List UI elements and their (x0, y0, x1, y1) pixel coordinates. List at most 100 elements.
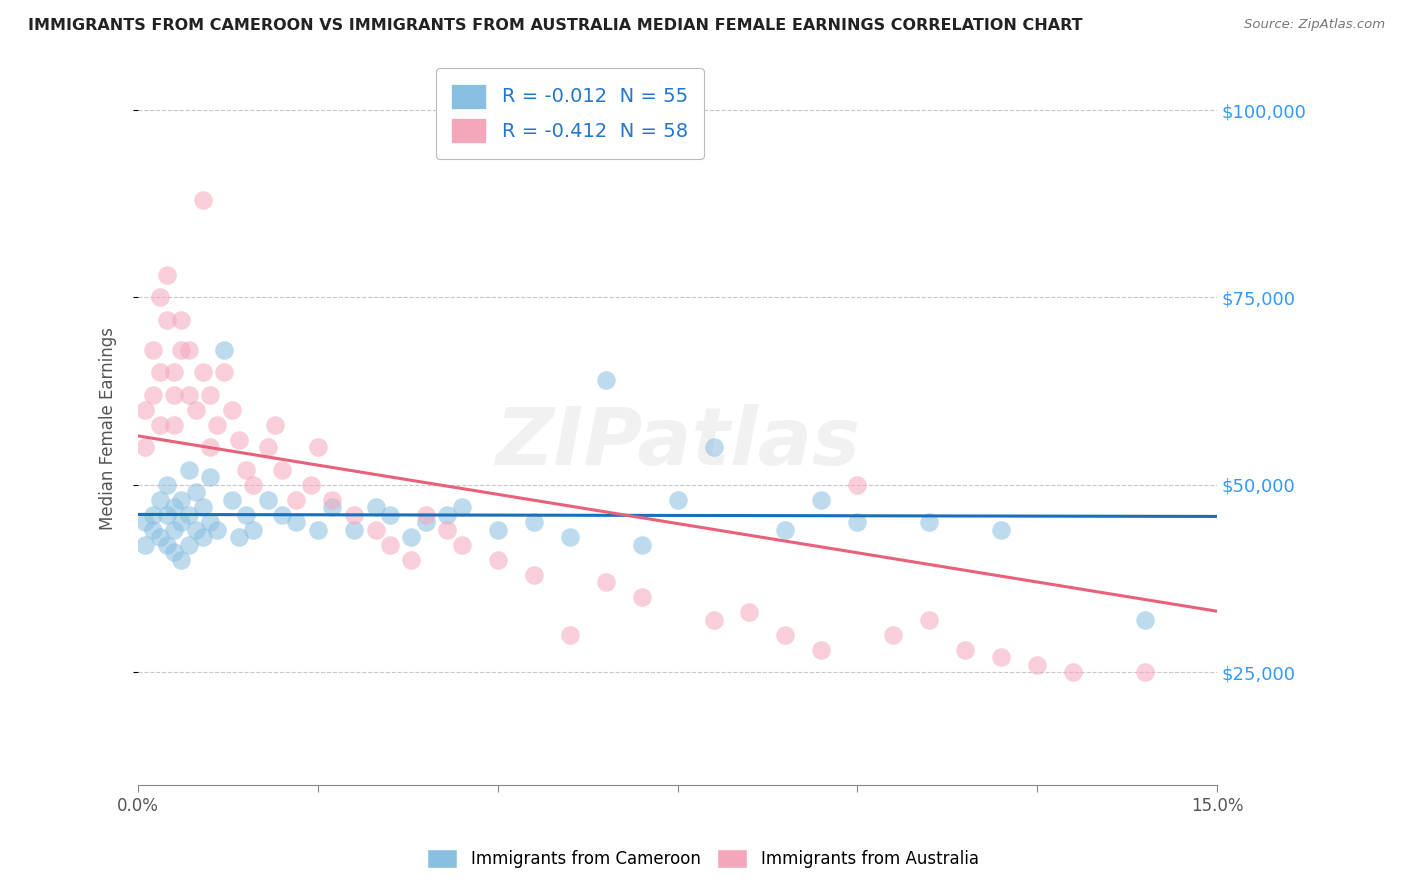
Point (142, 343, 165, 357)
Point (1026, 657, 1049, 672)
Point (1062, 665, 1084, 680)
Point (184, 403, 207, 417)
Point (235, 508, 257, 522)
Point (595, 575, 617, 590)
Point (321, 492, 343, 507)
Point (228, 433, 250, 447)
Point (170, 343, 193, 357)
Point (149, 530, 172, 544)
Point (163, 366, 186, 380)
Point (149, 492, 172, 507)
Point (990, 523, 1012, 537)
Point (221, 403, 243, 417)
Text: ZIPatlas: ZIPatlas (495, 404, 860, 482)
Point (177, 538, 200, 552)
Point (486, 553, 509, 567)
Point (450, 500, 472, 515)
Point (177, 508, 200, 522)
Point (595, 373, 617, 387)
Point (163, 500, 186, 515)
Point (364, 500, 387, 515)
Point (450, 538, 472, 552)
Point (156, 268, 179, 282)
Point (702, 441, 724, 455)
Point (142, 388, 165, 402)
Point (1133, 613, 1156, 627)
Point (307, 523, 329, 537)
Point (343, 508, 366, 522)
Point (198, 441, 221, 455)
Point (214, 343, 236, 357)
Point (156, 508, 179, 522)
Point (142, 523, 165, 537)
Point (1133, 665, 1156, 680)
Point (558, 628, 581, 642)
Point (235, 463, 257, 477)
Point (436, 508, 458, 522)
Point (134, 516, 156, 530)
Point (990, 650, 1012, 665)
Point (142, 508, 165, 522)
Point (523, 567, 546, 582)
Point (177, 388, 200, 402)
Point (198, 516, 221, 530)
Point (810, 642, 832, 657)
Point (285, 492, 308, 507)
Point (177, 343, 200, 357)
Point (378, 508, 401, 522)
Point (846, 516, 869, 530)
Point (207, 417, 229, 432)
Point (242, 523, 264, 537)
Point (177, 463, 200, 477)
Point (149, 290, 172, 304)
Point (198, 470, 221, 484)
Point (163, 388, 186, 402)
Point (191, 500, 214, 515)
Point (149, 366, 172, 380)
Point (523, 516, 546, 530)
Point (775, 628, 797, 642)
Point (163, 523, 186, 537)
Point (343, 523, 366, 537)
Point (271, 463, 294, 477)
Point (134, 538, 156, 552)
Point (191, 193, 214, 207)
Point (156, 478, 179, 492)
Point (134, 403, 156, 417)
Point (630, 591, 652, 605)
Point (207, 523, 229, 537)
Point (228, 530, 250, 544)
Point (558, 530, 581, 544)
Point (364, 523, 387, 537)
Point (918, 516, 941, 530)
Point (170, 553, 193, 567)
Y-axis label: Median Female Earnings: Median Female Earnings (100, 327, 117, 530)
Point (378, 538, 401, 552)
Point (401, 553, 423, 567)
Point (307, 441, 329, 455)
Point (163, 545, 186, 559)
Point (321, 500, 343, 515)
Point (149, 417, 172, 432)
Point (214, 366, 236, 380)
Point (163, 417, 186, 432)
Point (702, 613, 724, 627)
Point (198, 388, 221, 402)
Point (953, 642, 976, 657)
Point (191, 530, 214, 544)
Point (285, 516, 308, 530)
Point (170, 313, 193, 327)
Point (256, 492, 278, 507)
Point (170, 492, 193, 507)
Point (810, 492, 832, 507)
Point (256, 441, 278, 455)
Legend: Immigrants from Cameroon, Immigrants from Australia: Immigrants from Cameroon, Immigrants fro… (420, 842, 986, 875)
Point (242, 478, 264, 492)
Text: Source: ZipAtlas.com: Source: ZipAtlas.com (1244, 18, 1385, 31)
Point (846, 478, 869, 492)
Point (882, 628, 904, 642)
Point (170, 516, 193, 530)
Point (775, 523, 797, 537)
Point (666, 492, 689, 507)
Point (134, 441, 156, 455)
